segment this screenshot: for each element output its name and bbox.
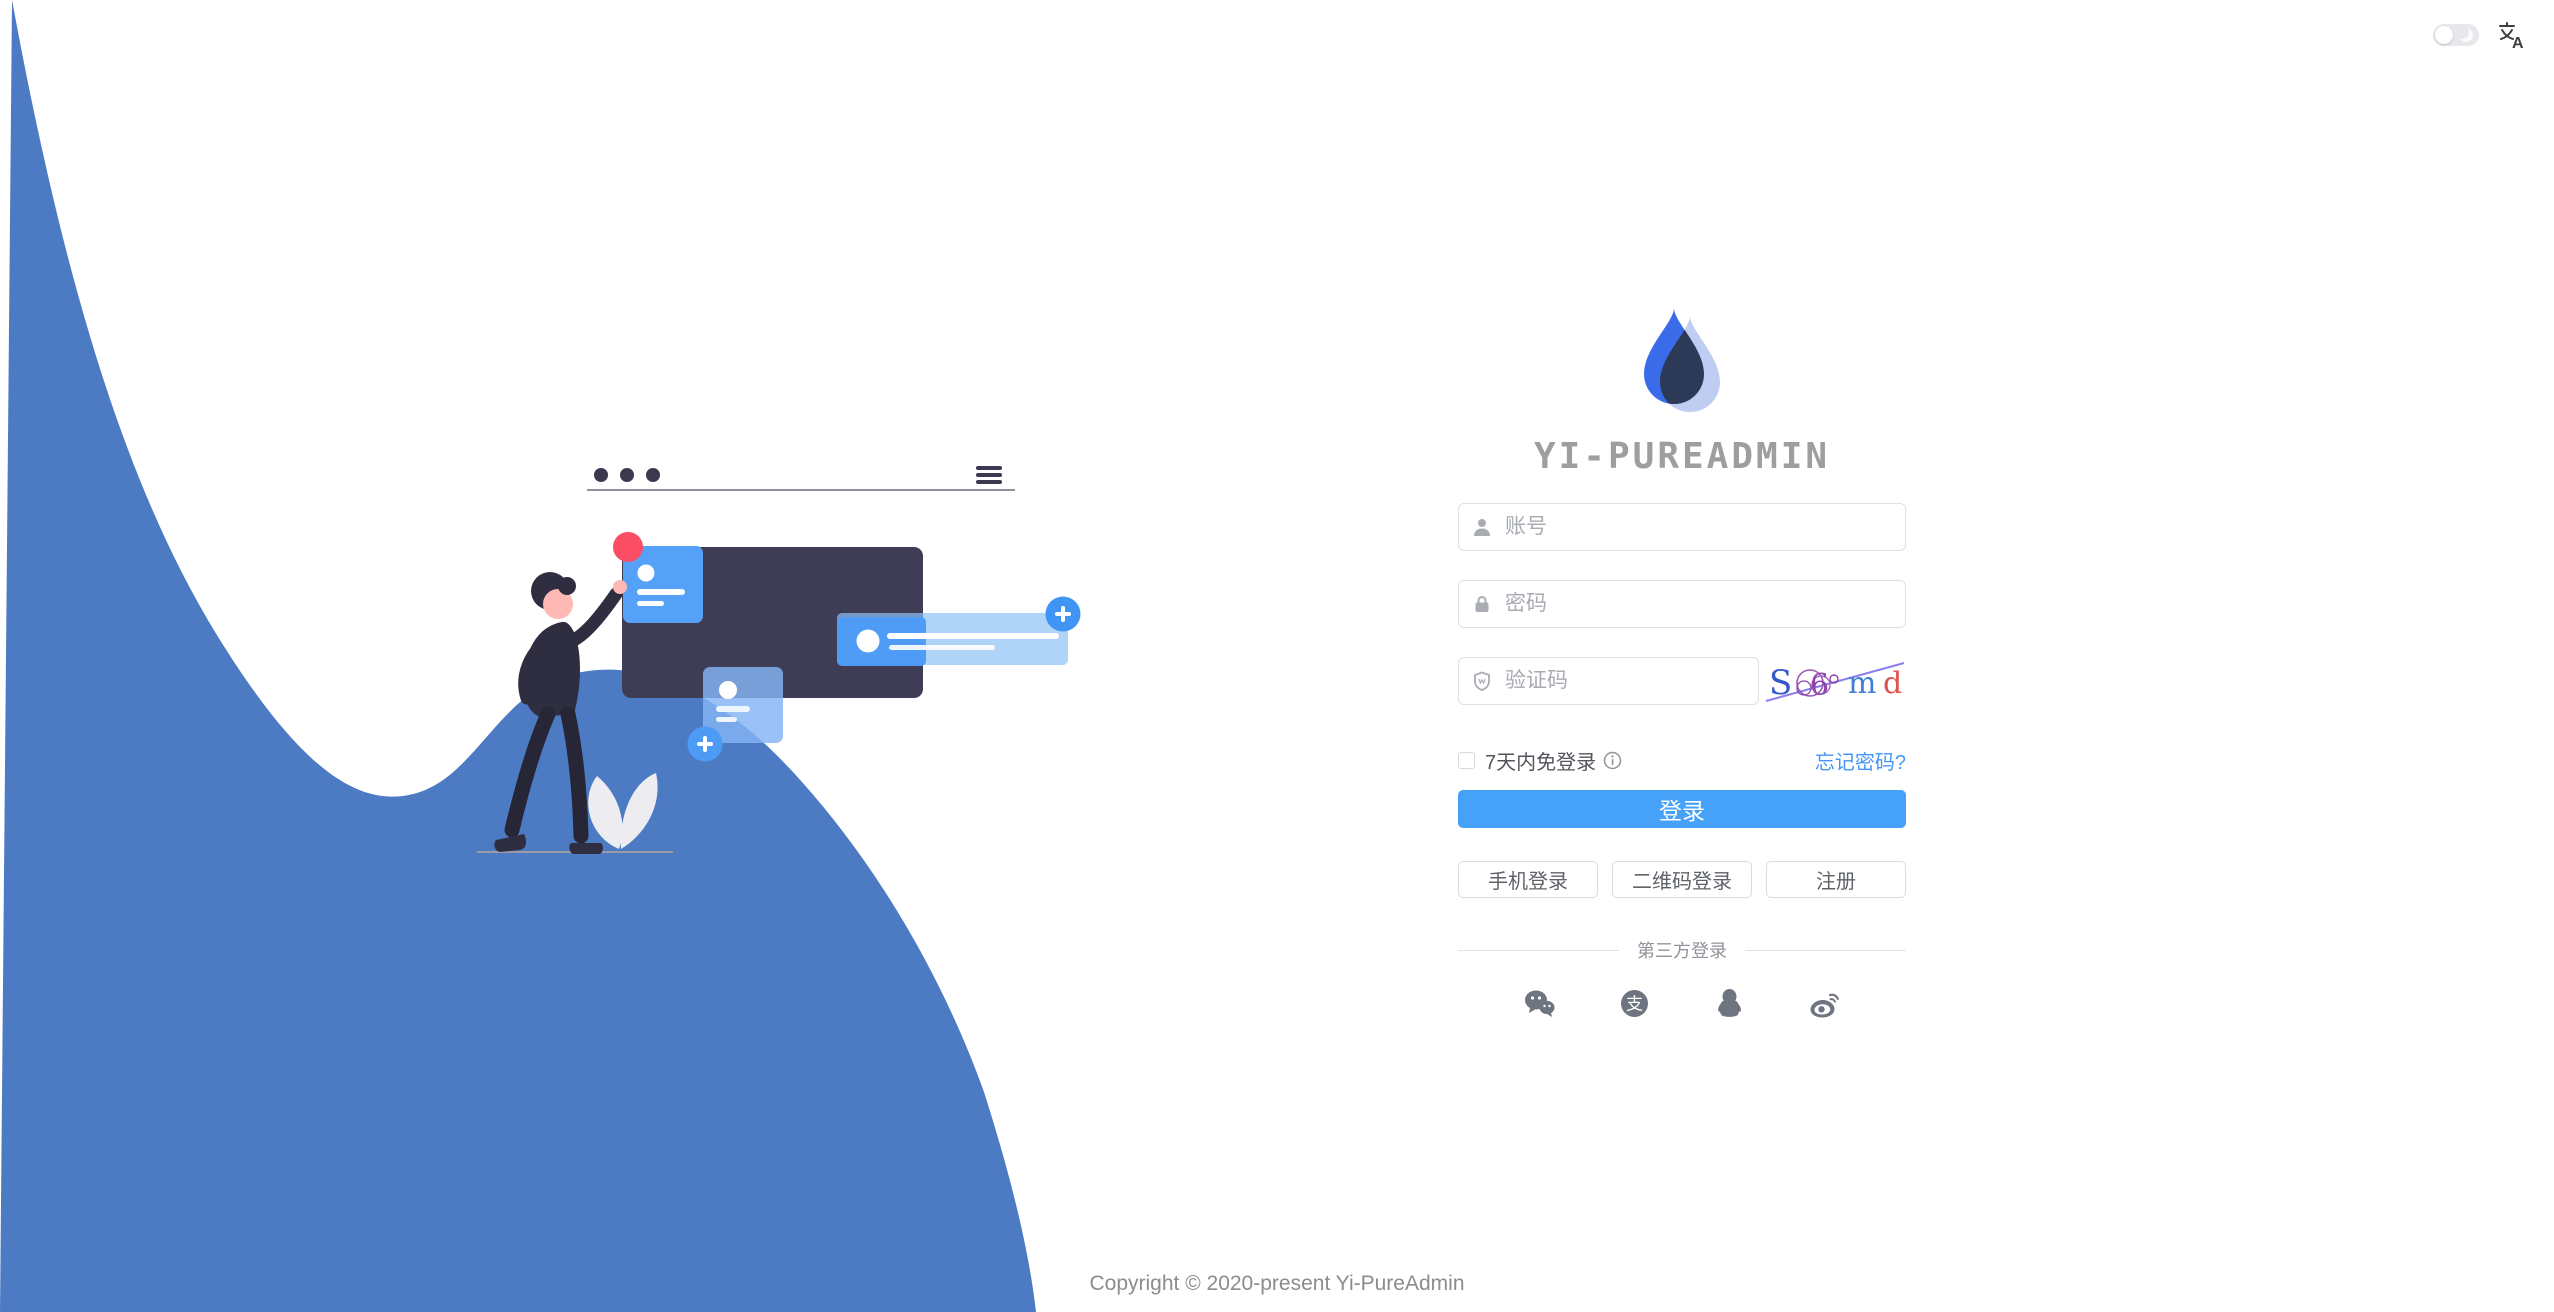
svg-text:S: S (1769, 663, 1792, 703)
svg-text:m: m (1848, 666, 1876, 701)
copyright-text: Copyright © 2020-present Yi-PureAdmin (1089, 1272, 1465, 1295)
svg-text:d: d (1883, 666, 1902, 701)
red-dot (613, 532, 643, 562)
blue-card-top (623, 546, 703, 623)
blue-card-middle (687, 667, 783, 762)
lock-icon (1475, 596, 1489, 612)
alt-login-row: 手机登录 二维码登录 注册 (1458, 861, 1906, 898)
plus-icon (687, 726, 723, 762)
third-party-divider: 第三方登录 (1458, 937, 1906, 963)
qrcode-login-button[interactable]: 二维码登录 (1612, 861, 1752, 898)
illustration (477, 466, 1081, 854)
phone-login-button[interactable]: 手机登录 (1458, 861, 1598, 898)
info-icon[interactable] (1603, 751, 1622, 770)
shield-icon (1474, 671, 1490, 691)
password-field-row (1458, 580, 1906, 628)
options-row: 7天内免登录 忘记密码? (1458, 746, 1906, 775)
remember-checkbox[interactable] (1458, 752, 1475, 769)
wechat-icon[interactable] (1523, 987, 1556, 1020)
toggle-knob (2435, 26, 2453, 44)
account-input[interactable] (1458, 503, 1906, 551)
account-field-row (1458, 503, 1906, 551)
register-button[interactable]: 注册 (1766, 861, 1906, 898)
topbar: A (2433, 20, 2527, 50)
weibo-icon[interactable] (1808, 987, 1841, 1020)
translate-icon[interactable]: A (2497, 20, 2527, 50)
plant (588, 773, 658, 849)
login-panel: YI-PUREADMIN (1458, 308, 1906, 1020)
moon-icon (2459, 28, 2473, 42)
divider-label: 第三方登录 (1637, 941, 1727, 961)
login-form: S 6 m d 7天内免登录 忘记密码? 登录 手机登录 (1458, 503, 1906, 1020)
password-input[interactable] (1458, 580, 1906, 628)
captcha-image[interactable]: S 6 m d (1764, 657, 1906, 705)
captcha-field-row (1458, 657, 1759, 705)
forgot-password-link[interactable]: 忘记密码? (1814, 752, 1906, 774)
brand-logo (1644, 308, 1720, 412)
divider-line (1745, 949, 1906, 951)
browser-window-bar (587, 466, 1015, 491)
person (494, 572, 627, 854)
plus-icon (1045, 596, 1081, 632)
svg-text:6: 6 (1810, 668, 1829, 703)
qq-icon[interactable] (1713, 987, 1746, 1020)
user-icon (1474, 519, 1490, 536)
divider-line (1458, 949, 1619, 951)
social-login-row: 支 (1458, 987, 1906, 1020)
brand-title: YI-PUREADMIN (1533, 436, 1831, 477)
login-button[interactable]: 登录 (1458, 790, 1906, 828)
svg-text:A: A (2512, 35, 2524, 50)
alipay-icon[interactable]: 支 (1618, 987, 1651, 1020)
captcha-row: S 6 m d (1458, 657, 1906, 705)
theme-toggle[interactable] (2433, 24, 2479, 46)
background-wave (0, 0, 1036, 1312)
notification-bar (837, 596, 1081, 666)
captcha-input[interactable] (1458, 657, 1759, 705)
svg-text:支: 支 (1626, 995, 1643, 1014)
remember-label: 7天内免登录 (1485, 752, 1597, 774)
menu-icon (976, 466, 1002, 484)
